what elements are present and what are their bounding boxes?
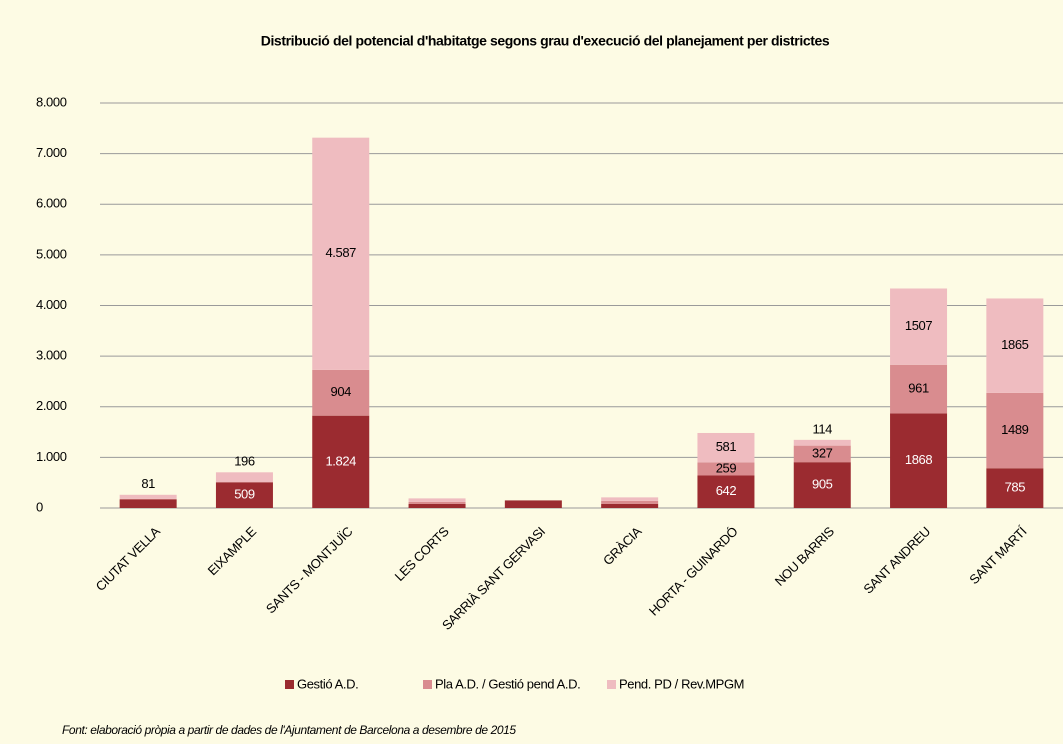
data-label: 1.824 (325, 453, 356, 468)
bar-segment (119, 499, 177, 508)
bar-segment (793, 462, 851, 508)
data-label: 114 (812, 421, 832, 436)
y-tick-label: 8.000 (36, 94, 67, 109)
y-tick-label: 0 (36, 499, 43, 514)
x-tick-label: SANT MARTÍ (966, 523, 1030, 587)
bar-segment (890, 364, 948, 414)
bar-segment (601, 497, 659, 501)
data-label: 1489 (1001, 422, 1028, 437)
data-label: 1865 (1001, 337, 1028, 352)
bar-segment (986, 298, 1044, 393)
data-label: 642 (716, 483, 737, 498)
bar-segment (408, 501, 466, 504)
y-tick-label: 6.000 (36, 196, 67, 211)
x-tick-label: HORTA - GUINARDÓ (646, 524, 741, 619)
x-tick-label: LES CORTS (392, 523, 453, 584)
x-tick-label: NOU BARRIS (772, 523, 837, 588)
bar-segment (504, 500, 562, 508)
legend-swatch (607, 680, 616, 689)
x-tick-label: SARRIÀ SANT GERVASI (439, 524, 548, 633)
chart-title: Distribució del potencial d'habitatge se… (261, 33, 830, 49)
bar-segment (986, 392, 1044, 469)
data-label: 904 (331, 384, 352, 399)
x-tick-label: SANTS - MONTJUÏC (263, 524, 355, 616)
data-label: 1507 (905, 318, 932, 333)
y-tick-label: 7.000 (36, 145, 67, 160)
y-tick-label: 5.000 (36, 246, 67, 261)
data-label: 785 (1005, 480, 1026, 495)
bar-segment (312, 137, 370, 370)
legend-label: Pla A.D. / Gestió pend A.D. (435, 676, 580, 691)
data-label: 259 (716, 460, 737, 475)
bar-segment (793, 439, 851, 446)
data-label: 1868 (905, 452, 932, 467)
bar-segment (697, 462, 755, 476)
legend-swatch (285, 680, 294, 689)
bar-segment (215, 482, 273, 508)
bar-segment (408, 498, 466, 502)
x-tick-label: SANT ANDREU (860, 524, 933, 597)
bar-segment (890, 413, 948, 508)
bar-segment (312, 415, 370, 508)
data-label: 196 (234, 454, 255, 469)
bar-segment (697, 432, 755, 463)
bar-segment (697, 475, 755, 508)
bar-segment (601, 500, 659, 504)
y-tick-label: 4.000 (36, 297, 67, 312)
bar-segment (119, 494, 177, 499)
data-label: 327 (812, 445, 833, 460)
bar-segment (312, 369, 370, 416)
legend-label: Pend. PD / Rev.MPGM (619, 676, 744, 691)
legend-label: Gestió A.D. (297, 676, 358, 691)
legend-swatch (423, 680, 432, 689)
x-tick-label: EIXAMPLE (205, 523, 260, 578)
data-label: 4.587 (325, 245, 356, 260)
data-label: 81 (141, 476, 155, 491)
y-tick-label: 3.000 (36, 348, 67, 363)
bar-segment (986, 468, 1044, 508)
y-tick-label: 1.000 (36, 449, 67, 464)
y-tick-label: 2.000 (36, 398, 67, 413)
x-tick-label: CIUTAT VELLA (93, 523, 164, 594)
data-label: 905 (812, 477, 833, 492)
bar-segment (890, 288, 948, 365)
bar-segment (119, 498, 177, 500)
bar-segment (601, 503, 659, 508)
data-label: 509 (234, 487, 255, 502)
data-label: 581 (716, 439, 737, 454)
data-label: 961 (908, 381, 929, 396)
bar-segment (215, 472, 273, 483)
x-tick-label: GRÀCIA (600, 523, 645, 568)
bar-segment (793, 445, 851, 463)
source-note: Font: elaboració pròpia a partir de dade… (62, 723, 516, 737)
bar-segment (408, 503, 466, 508)
